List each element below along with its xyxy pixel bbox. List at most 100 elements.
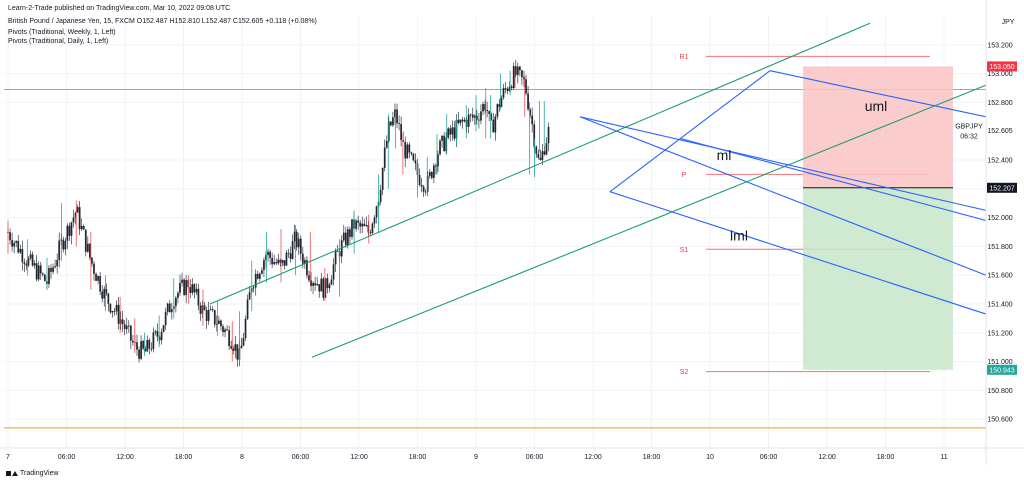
candle-body xyxy=(146,339,149,352)
candle-body xyxy=(398,123,400,125)
candle-body xyxy=(371,223,374,233)
pivot-label: P xyxy=(682,172,687,179)
candle-body xyxy=(97,276,99,281)
candle-body xyxy=(547,126,550,144)
candle-body xyxy=(160,331,163,341)
candle-body xyxy=(68,225,71,236)
candle-body xyxy=(234,344,237,351)
candle-body xyxy=(240,345,243,349)
candle-body xyxy=(236,344,239,360)
candle-body xyxy=(72,217,75,223)
candle-body xyxy=(230,346,233,349)
candle-body xyxy=(195,288,198,293)
candle-body xyxy=(74,212,77,218)
candle-body xyxy=(492,119,495,133)
candle-body xyxy=(205,310,208,321)
candle-body xyxy=(473,115,476,118)
candle-body xyxy=(443,135,446,151)
candle-body xyxy=(500,97,503,107)
x-tick-label: 12:00 xyxy=(584,454,602,461)
last-price-symbol: GBPJPY xyxy=(955,123,983,130)
candle-body xyxy=(514,66,517,75)
candle-body xyxy=(459,119,462,124)
candle-body xyxy=(43,274,46,282)
candle-body xyxy=(254,273,257,288)
candle-body xyxy=(541,151,544,160)
fork-ml-line xyxy=(679,137,987,222)
fork-median-line xyxy=(579,116,987,276)
price-tag-entry xyxy=(987,182,1017,193)
candle-body xyxy=(445,137,448,151)
fork-handle-line xyxy=(609,70,771,193)
candle-body xyxy=(518,66,521,71)
candle-body xyxy=(533,124,536,147)
candle-body xyxy=(482,103,484,112)
tradingview-logo[interactable]: TradingView xyxy=(6,470,59,477)
candle-body xyxy=(383,147,386,168)
candle-body xyxy=(189,287,192,293)
x-tick-label: 10 xyxy=(706,454,714,461)
candle-body xyxy=(48,268,50,285)
candle-body xyxy=(392,117,394,126)
candle-body xyxy=(322,278,325,298)
candle-body xyxy=(318,284,321,292)
candle-body xyxy=(50,268,52,272)
candle-body xyxy=(504,88,507,89)
candle-body xyxy=(144,348,147,352)
x-tick-label: 12:00 xyxy=(116,454,134,461)
candle-body xyxy=(289,253,292,259)
candle-body xyxy=(478,119,480,121)
candle-body xyxy=(19,248,22,253)
candle-body xyxy=(312,283,314,286)
candle-body xyxy=(463,119,466,122)
candle-body xyxy=(183,279,185,295)
candle-body xyxy=(281,260,284,263)
candle-body xyxy=(512,66,515,89)
candle-body xyxy=(355,220,357,229)
y-tick-label: 152.400 xyxy=(987,158,1012,165)
stop-loss-zone xyxy=(803,66,953,188)
candle-body xyxy=(424,191,427,193)
candle-body xyxy=(170,309,173,313)
candle-body xyxy=(213,310,216,325)
candle-body xyxy=(125,325,128,330)
candle-body xyxy=(148,339,151,349)
candle-body xyxy=(447,128,450,138)
candle-body xyxy=(56,260,59,267)
candle-body xyxy=(138,349,140,359)
annotation-ml: ml xyxy=(717,147,732,163)
candle-body xyxy=(211,309,214,311)
y-tick-label: 151.600 xyxy=(987,273,1012,280)
x-tick-label: 06:00 xyxy=(526,454,544,461)
candle-body xyxy=(131,340,134,343)
candle-body xyxy=(127,325,130,327)
candle-body xyxy=(54,266,56,268)
candle-body xyxy=(99,276,102,292)
candle-body xyxy=(58,240,61,261)
candle-body xyxy=(263,260,265,271)
x-tick-label: 9 xyxy=(474,454,478,461)
publish-line: Learn-2-Trade published on TradingView.c… xyxy=(8,5,231,12)
trendline-drawings xyxy=(209,22,987,358)
candle-body xyxy=(62,239,65,250)
candle-body xyxy=(299,238,302,254)
candle-body xyxy=(357,220,360,223)
candle-body xyxy=(193,284,196,293)
pivot-weekly-legend: Pivots (Traditional, Weekly, 1, Left) xyxy=(8,29,116,36)
candle-body xyxy=(451,127,454,135)
candle-body xyxy=(437,154,439,167)
candle-body xyxy=(521,70,523,78)
candle-body xyxy=(156,331,159,337)
candle-body xyxy=(64,240,67,250)
candle-body xyxy=(531,115,534,125)
candle-body xyxy=(439,140,441,155)
candle-body xyxy=(164,311,167,326)
candle-body xyxy=(475,115,478,120)
tradingview-logo-icon xyxy=(6,470,18,477)
candle-body xyxy=(330,279,333,285)
pivot-label: S2 xyxy=(680,369,689,376)
price-tag-label-entry: 152.207 xyxy=(989,185,1014,192)
candle-body xyxy=(351,219,353,237)
candle-body xyxy=(78,207,81,230)
